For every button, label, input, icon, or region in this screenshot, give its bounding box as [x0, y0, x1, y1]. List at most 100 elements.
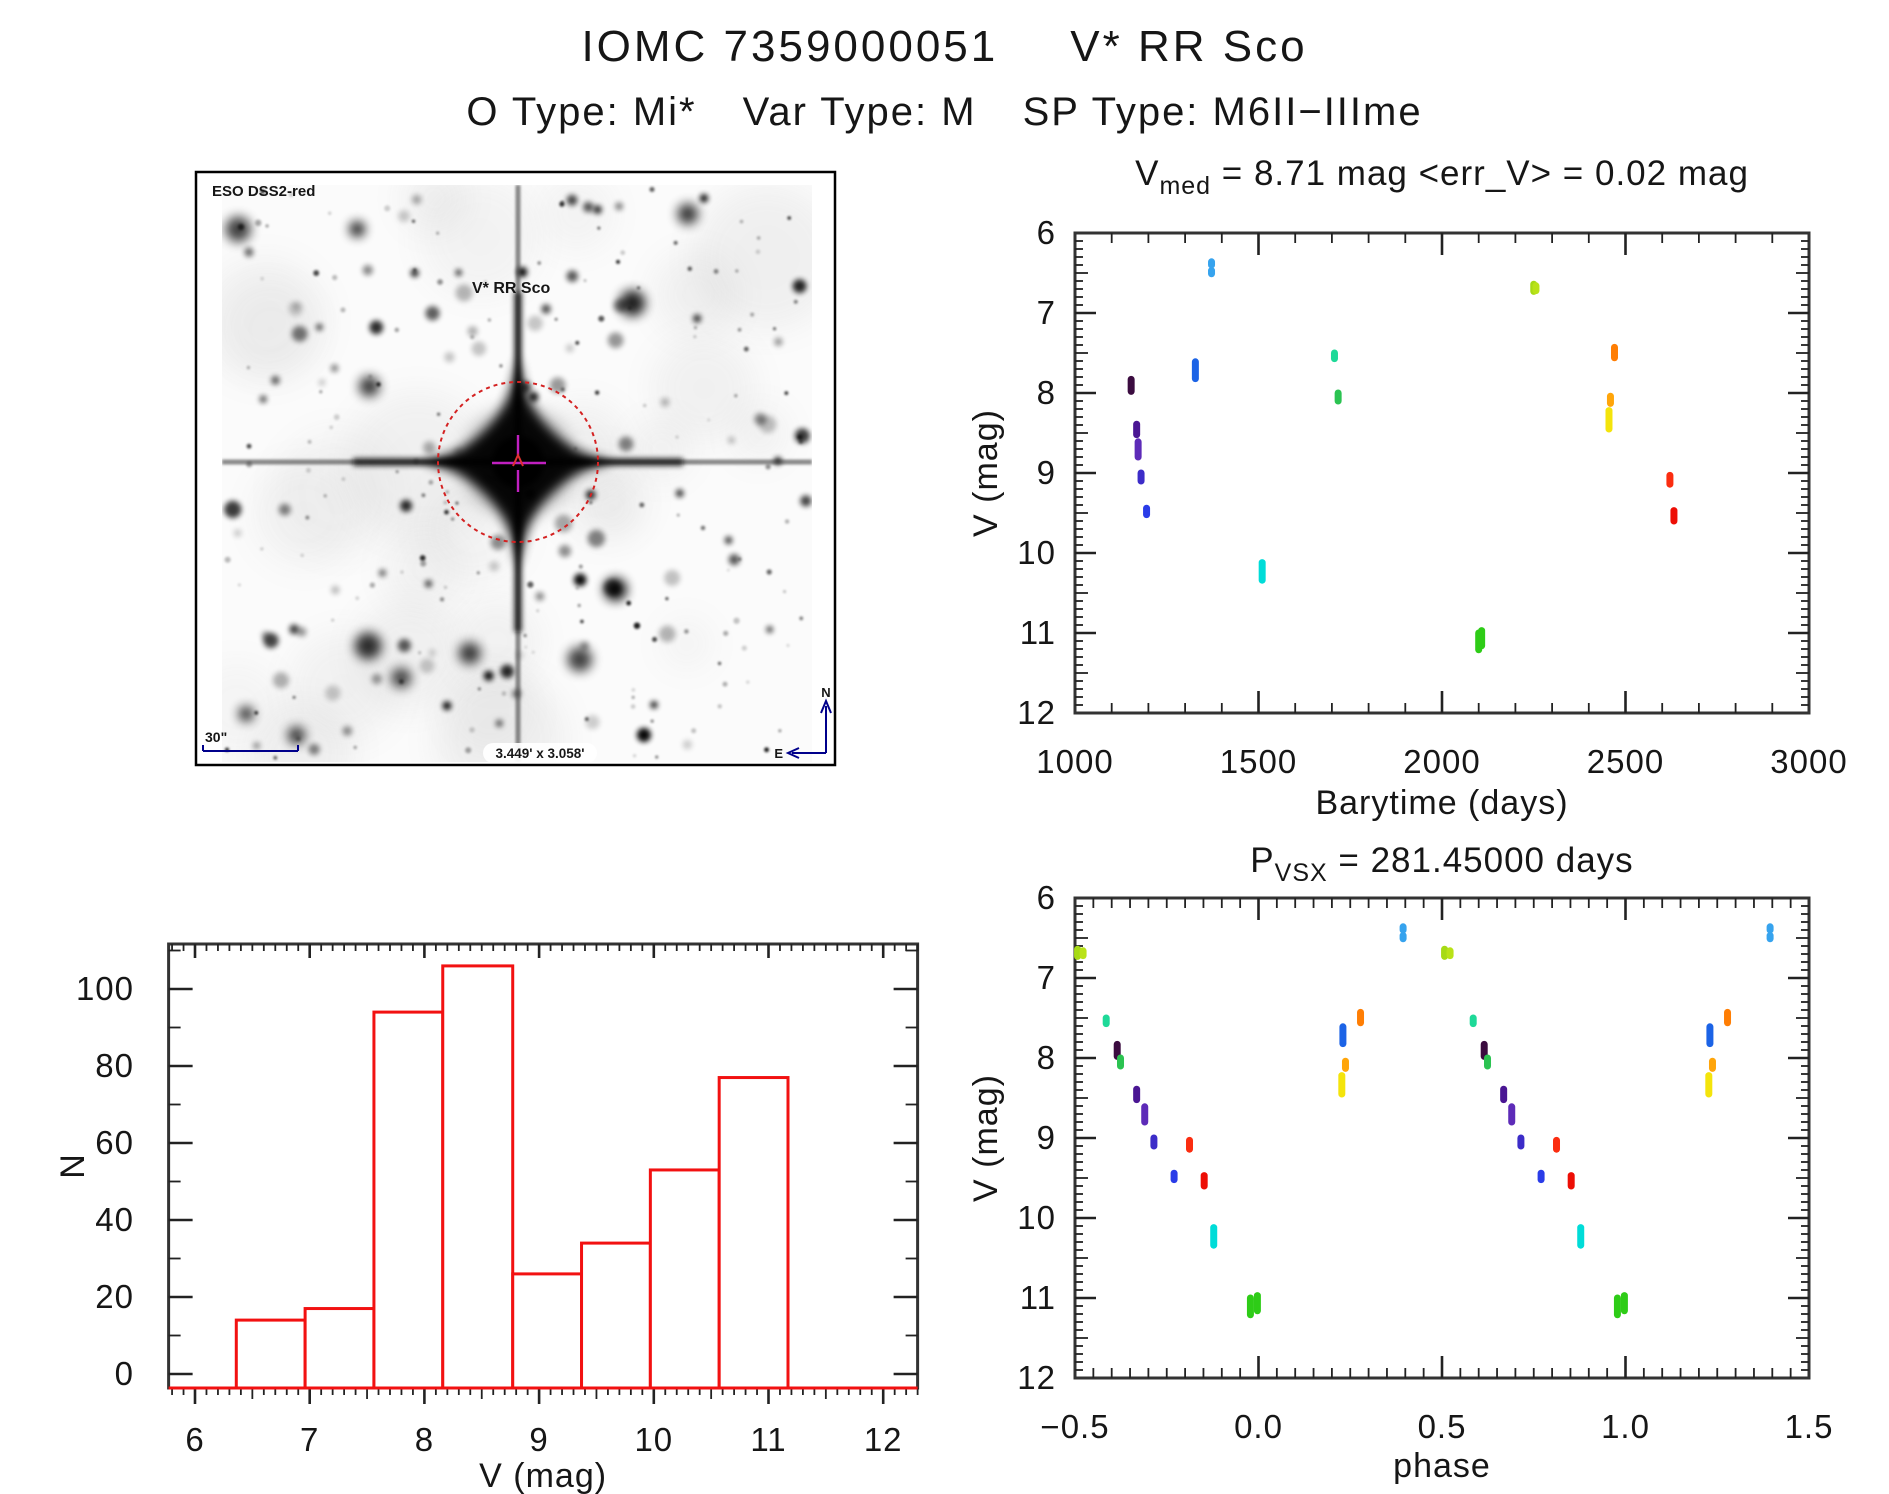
data-point	[1705, 1072, 1713, 1098]
object-type-label: O Type: Mi*	[466, 90, 697, 134]
target-name-label: V* RR Sco	[472, 280, 550, 297]
data-point	[1708, 1057, 1716, 1072]
x-tick-label: 6	[185, 1421, 204, 1458]
x-tick-label: 12	[864, 1421, 903, 1458]
data-point	[1102, 1014, 1110, 1028]
data-point	[1170, 1169, 1178, 1184]
page-title: IOMC 7359000051 V* RR Sco	[0, 22, 1889, 72]
data-point	[1208, 258, 1216, 269]
histogram-bar	[648, 1168, 721, 1390]
data-point	[1606, 392, 1614, 407]
data-point	[1133, 1085, 1141, 1104]
data-point	[1399, 923, 1407, 934]
y-tick-label: 10	[1017, 534, 1056, 571]
x-axis-title: Barytime (days)	[1315, 784, 1568, 822]
histogram-bar	[511, 1272, 584, 1390]
page-title-star: V* RR Sco	[1070, 22, 1308, 71]
data-point	[1532, 282, 1540, 295]
data-point	[1330, 349, 1338, 363]
data-point	[1339, 1023, 1347, 1048]
x-tick-label: 0.5	[1418, 1408, 1467, 1445]
y-tick-label: 9	[1037, 454, 1056, 491]
y-tick-label: 12	[1017, 694, 1056, 731]
histogram-bar	[234, 1318, 307, 1390]
plot-title: PVSX = 281.45000 days	[1250, 841, 1633, 887]
data-point	[1605, 407, 1613, 433]
data-point	[1338, 1072, 1346, 1098]
compass-east-label: E	[774, 746, 783, 761]
x-tick-label: 0.0	[1234, 1408, 1283, 1445]
data-point	[1134, 438, 1142, 461]
x-tick-label: 1.0	[1601, 1408, 1650, 1445]
spectral-type-label: SP Type: M6II−IIIme	[1022, 90, 1423, 134]
east-arrow-icon	[785, 747, 800, 759]
y-tick-label: 100	[76, 970, 134, 1007]
data-point	[1186, 1136, 1194, 1153]
plot-title: Vmed = 8.71 mag <err_V> = 0.02 mag	[1135, 154, 1749, 200]
data-point	[1469, 1014, 1477, 1028]
x-tick-label: 2500	[1587, 743, 1664, 780]
data-point	[1508, 1103, 1516, 1126]
data-point	[1143, 504, 1151, 519]
x-tick-label: 3000	[1770, 743, 1847, 780]
data-point	[1724, 1008, 1732, 1027]
data-point	[1441, 945, 1449, 960]
data-point	[1150, 1134, 1158, 1150]
x-tick-label: −0.5	[1040, 1408, 1109, 1445]
phasecurve-group: −0.5 0.0 0.5 1.0 1.5 6 7 8 9 10 11 12 phase V (mag) PV…	[967, 841, 1832, 1485]
data-point	[1766, 923, 1774, 934]
data-point	[1074, 945, 1082, 960]
data-point	[1191, 358, 1199, 383]
y-tick-label: 7	[1037, 959, 1056, 996]
data-point	[1670, 507, 1678, 525]
y-tick-label: 6	[1037, 214, 1056, 251]
data-point	[1141, 1103, 1149, 1126]
data-point	[1258, 559, 1266, 584]
y-tick-label: 11	[1020, 614, 1056, 651]
y-tick-label: 7	[1037, 294, 1056, 331]
target-arrow-marker	[512, 452, 524, 467]
data-point	[1766, 932, 1774, 943]
data-point	[1613, 1294, 1621, 1319]
x-tick-label: 8	[415, 1421, 434, 1458]
data-point	[1079, 947, 1087, 960]
y-tick-label: 9	[1037, 1119, 1056, 1156]
data-point	[1357, 1008, 1365, 1027]
data-point	[1500, 1085, 1508, 1104]
data-point	[1478, 627, 1486, 650]
x-tick-label: 11	[750, 1421, 786, 1458]
fov-label: 3.449' x 3.058'	[496, 746, 585, 761]
scalebar-label: 30"	[205, 729, 227, 745]
x-axis-title: phase	[1393, 1447, 1491, 1485]
y-tick-label: 6	[1037, 879, 1056, 916]
y-axis-title: V (mag)	[967, 409, 1005, 537]
histogram-bar	[717, 1076, 790, 1390]
fov-pill	[483, 743, 597, 763]
data-point	[1620, 1292, 1628, 1315]
data-point	[1517, 1134, 1525, 1150]
y-tick-label: 8	[1037, 1039, 1056, 1076]
data-point	[1666, 471, 1674, 488]
histogram-bar	[441, 964, 515, 1390]
target-circle-marker	[437, 381, 599, 543]
histogram-bar	[303, 1307, 376, 1390]
data-point	[1334, 389, 1342, 405]
north-arrow-icon	[820, 698, 832, 714]
plot-frame	[1073, 896, 1811, 1380]
page-title-id: IOMC 7359000051	[581, 22, 999, 71]
y-tick-label: 12	[1017, 1359, 1056, 1396]
data-point	[1567, 1172, 1575, 1190]
page-subtitle: O Type: Mi* Var Type: M SP Type: M6II−IIIm…	[0, 90, 1889, 135]
finder-group: ESO DSS2-red V* RR Sco 30" 3.449' x 3.058' N…	[194, 170, 837, 767]
data-point	[1117, 1054, 1125, 1070]
x-tick-label: 1500	[1220, 743, 1297, 780]
lightcurve-group: 1000 1500 2000 2500 3000 6 7 8 9 10 11 12 Barytime (…	[967, 154, 1847, 822]
data-point	[1577, 1224, 1585, 1249]
y-axis-title: N	[54, 1153, 92, 1179]
survey-label: ESO DSS2-red	[212, 183, 315, 200]
